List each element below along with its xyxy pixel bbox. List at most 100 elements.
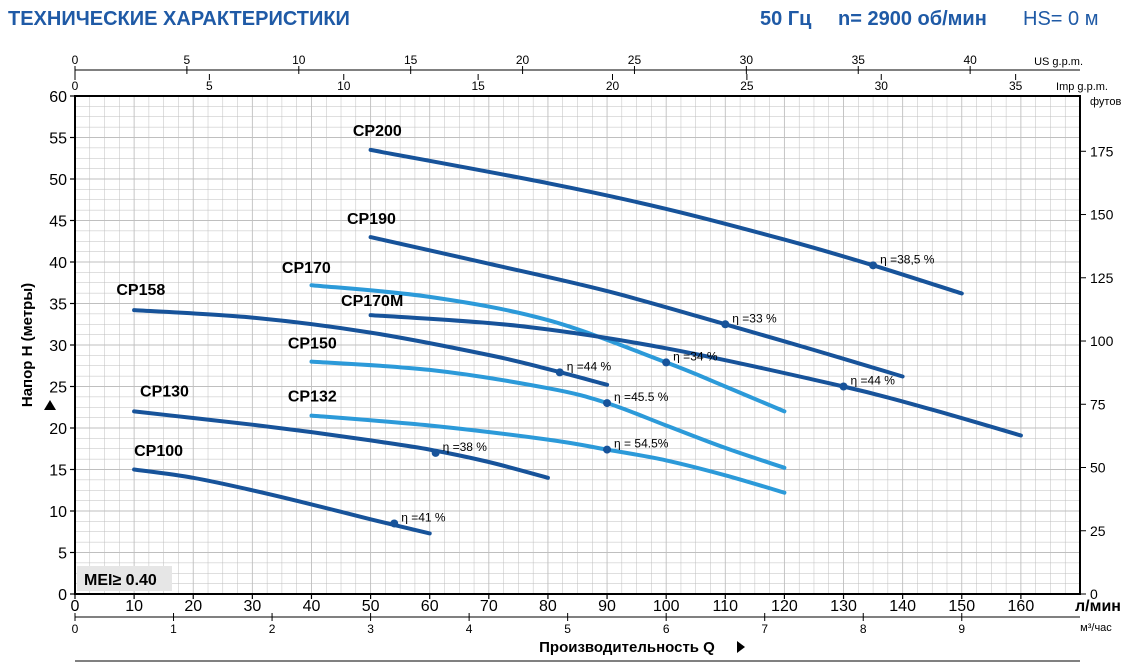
feet-tick-label: 125 xyxy=(1090,270,1114,286)
series-label-cp150: CP150 xyxy=(288,335,337,352)
feet-tick-label: 150 xyxy=(1090,207,1114,223)
x-tick-label: 30 xyxy=(243,598,261,615)
curve-cp170m xyxy=(368,313,1023,438)
m3h-tick-label: 1 xyxy=(170,622,177,636)
efficiency-label-cp158: η =44 % xyxy=(567,359,612,373)
x-tick-label: 160 xyxy=(1008,598,1035,615)
usgpm-tick-label: 40 xyxy=(963,53,977,67)
x-axis-arrow-icon xyxy=(737,641,745,653)
x-tick-label: 70 xyxy=(480,598,498,615)
efficiency-point-cp170 xyxy=(662,358,671,367)
impgpm-tick-label: 5 xyxy=(206,79,213,93)
impgpm-tick-label: 35 xyxy=(1009,79,1023,93)
efficiency-point-cp132 xyxy=(603,445,612,454)
efficiency-point-cp200 xyxy=(869,261,878,270)
impgpm-tick-label: 20 xyxy=(606,79,620,93)
series-label-cp130: CP130 xyxy=(140,383,189,400)
y-tick-label: 60 xyxy=(49,89,67,106)
impgpm-tick-label: 30 xyxy=(875,79,889,93)
feet-tick-label: 75 xyxy=(1090,396,1106,412)
x-tick-label: 140 xyxy=(889,598,916,615)
x-tick-label: 100 xyxy=(653,598,680,615)
curve-labels: MEI≥ 0.40 η =41 % CP100 η =38 % CP130 η = 54.… xyxy=(77,123,935,591)
feet-tick-label: 25 xyxy=(1090,523,1106,539)
page-title: ТЕХНИЧЕСКИЕ ХАРАКТЕРИСТИКИ xyxy=(8,8,350,30)
usgpm-tick-label: 5 xyxy=(184,53,191,67)
efficiency-label-cp190: η =33 % xyxy=(732,311,777,325)
efficiency-point-cp190 xyxy=(721,320,730,329)
efficiency-label-cp150: η =45.5 % xyxy=(614,390,669,404)
impgpm-unit-label: Imp g.p.m. xyxy=(1056,81,1108,93)
m3h-unit-label: м³/час xyxy=(1080,622,1112,634)
x-tick-label: 80 xyxy=(539,598,557,615)
curve-cp190 xyxy=(368,235,905,379)
y-tick-label: 50 xyxy=(49,172,67,189)
speed-label: n= 2900 об/мин xyxy=(838,8,987,30)
efficiency-point-cp158 xyxy=(555,368,564,377)
impgpm-tick-label: 10 xyxy=(337,79,351,93)
usgpm-tick-label: 15 xyxy=(404,53,418,67)
curve-cp130 xyxy=(132,409,550,480)
curve-cp100 xyxy=(132,467,432,536)
y-axis-title: Напор H (метры) xyxy=(19,283,36,407)
series-label-cp170m: CP170M xyxy=(341,293,403,310)
m3h-tick-label: 7 xyxy=(761,622,768,636)
feet-tick-label: 0 xyxy=(1090,586,1098,602)
y-tick-label: 20 xyxy=(49,421,67,438)
usgpm-tick-label: 0 xyxy=(72,53,79,67)
curve-cp158 xyxy=(132,308,610,387)
chart-grid xyxy=(74,95,1081,595)
feet-unit-label: футов xyxy=(1090,96,1121,108)
usgpm-tick-label: 25 xyxy=(628,53,642,67)
feet-tick-label: 50 xyxy=(1090,460,1106,476)
curve-cp170 xyxy=(309,283,787,414)
x-tick-label: 110 xyxy=(713,598,739,615)
x-tick-label: 0 xyxy=(71,598,80,615)
series-label-cp190: CP190 xyxy=(347,211,396,228)
m3h-tick-label: 9 xyxy=(958,622,965,636)
y-tick-label: 35 xyxy=(49,297,67,314)
series-label-cp158: CP158 xyxy=(116,282,165,299)
suction-head-label: HS= 0 м xyxy=(1023,8,1099,30)
x-tick-label: 150 xyxy=(948,598,975,615)
usgpm-tick-label: 35 xyxy=(852,53,866,67)
m3h-tick-label: 2 xyxy=(269,622,276,636)
usgpm-unit-label: US g.p.m. xyxy=(1034,56,1083,68)
x-tick-label: 120 xyxy=(771,598,798,615)
efficiency-label-cp130: η =38 % xyxy=(443,440,488,454)
y-tick-label: 40 xyxy=(49,255,67,272)
efficiency-point-cp150 xyxy=(603,399,612,408)
efficiency-point-cp130 xyxy=(431,448,440,457)
y-tick-label: 15 xyxy=(49,463,67,480)
series-label-cp132: CP132 xyxy=(288,388,337,405)
usgpm-tick-label: 30 xyxy=(740,53,754,67)
efficiency-point-cp100 xyxy=(390,519,399,528)
series-label-cp200: CP200 xyxy=(353,123,402,140)
x-tick-label: 40 xyxy=(303,598,321,615)
m3h-tick-label: 5 xyxy=(564,622,571,636)
series-label-cp170: CP170 xyxy=(282,260,331,277)
y-axis-arrow-icon xyxy=(44,400,56,410)
m3h-tick-label: 6 xyxy=(663,622,670,636)
y-tick-label: 45 xyxy=(49,214,67,231)
efficiency-label-cp100: η =41 % xyxy=(401,510,446,524)
series-label-cp100: CP100 xyxy=(134,443,183,460)
usgpm-tick-label: 20 xyxy=(516,53,530,67)
curve-cp150 xyxy=(309,359,787,470)
pump-curves xyxy=(132,147,1023,536)
y-tick-label: 5 xyxy=(58,546,67,563)
impgpm-tick-label: 25 xyxy=(740,79,754,93)
efficiency-label-cp170m: η =44 % xyxy=(851,374,896,388)
y-tick-label: 0 xyxy=(58,587,67,604)
y-tick-label: 10 xyxy=(49,504,67,521)
curve-cp132 xyxy=(309,413,787,495)
impgpm-tick-label: 0 xyxy=(72,79,79,93)
feet-tick-label: 175 xyxy=(1090,143,1114,159)
x-tick-label: 60 xyxy=(421,598,439,615)
mei-badge-bg xyxy=(77,566,172,591)
feet-tick-label: 100 xyxy=(1090,333,1114,349)
y-tick-label: 30 xyxy=(49,338,67,355)
x-tick-label: 50 xyxy=(362,598,380,615)
